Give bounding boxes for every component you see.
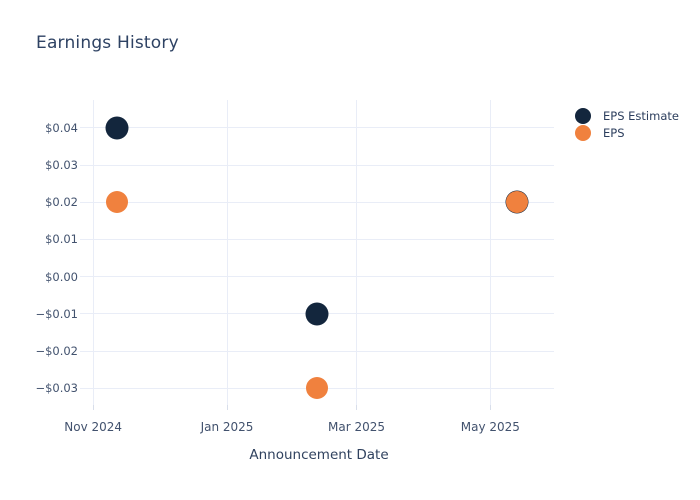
x-gridline [489,100,491,405]
chart-title: Earnings History [36,33,179,53]
data-point-eps-estimate[interactable] [105,116,129,140]
y-gridline [80,238,554,240]
x-tick-label: May 2025 [460,420,520,434]
y-tick-label: −$0.01 [35,306,78,321]
x-tick-label: Jan 2025 [200,420,254,434]
eps-estimate-marker-icon [575,107,591,124]
x-tick-mark [226,405,228,410]
y-tick-label: $0.00 [45,269,78,284]
y-tick-label: $0.04 [45,120,78,135]
x-gridline [356,100,357,405]
data-point-eps[interactable] [306,377,328,400]
legend-label: EPS Estimate [603,108,679,123]
y-gridline [80,127,554,129]
x-tick-label: Nov 2024 [64,420,123,434]
legend-item-eps[interactable]: EPS [575,124,679,141]
data-point-eps-estimate[interactable] [305,302,329,326]
y-tick-label: −$0.02 [35,344,78,359]
y-gridline [80,350,554,352]
y-tick-label: $0.01 [45,232,78,247]
y-gridline [80,201,554,203]
eps-marker-icon [575,124,591,141]
legend: EPS Estimate EPS [575,107,679,141]
x-tick-mark [92,405,94,410]
x-gridline [226,100,228,405]
y-tick-label: $0.03 [45,158,78,173]
data-point-eps[interactable] [106,191,129,214]
data-point-eps[interactable] [505,191,528,214]
x-tick-mark [356,405,357,410]
y-tick-label: $0.02 [45,195,78,210]
x-tick-label: Mar 2025 [328,420,385,434]
legend-item-eps-estimate[interactable]: EPS Estimate [575,107,679,124]
y-gridline [80,164,554,166]
x-gridline [92,100,94,405]
x-tick-mark [489,405,491,410]
legend-label: EPS [603,125,625,140]
y-tick-label: −$0.03 [35,381,78,396]
x-axis-title: Announcement Date [249,447,389,463]
y-gridline [80,276,554,278]
